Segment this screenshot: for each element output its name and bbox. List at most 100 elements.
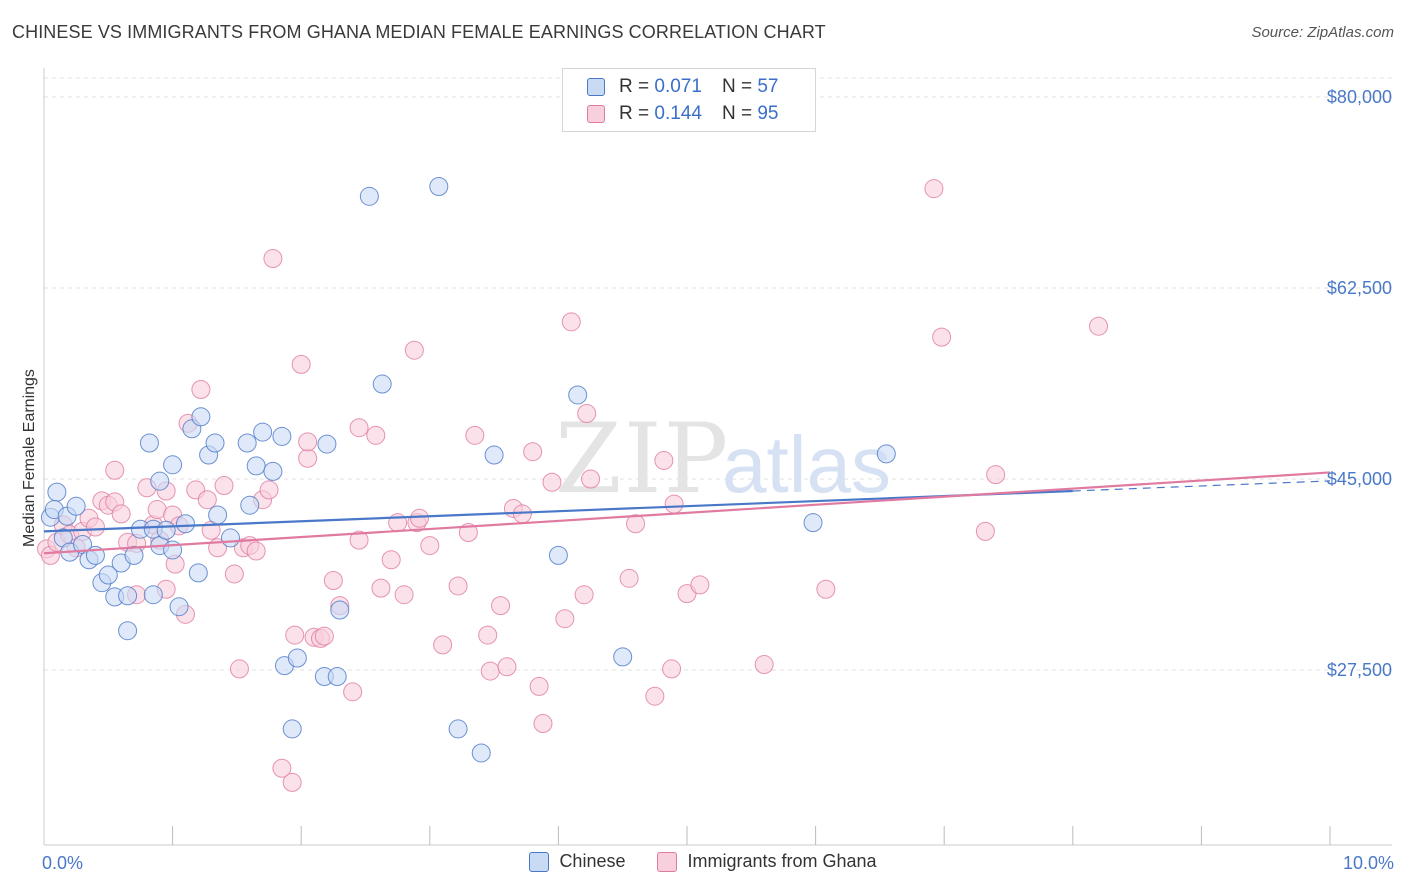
y-axis-label: Median Female Earnings [21, 369, 38, 547]
chinese-point [150, 471, 170, 491]
chinese-trend-extension [1072, 480, 1331, 492]
ghana-point [272, 758, 292, 778]
ghana-point [932, 327, 952, 347]
ghana-point [523, 442, 543, 462]
chinese-point [98, 565, 118, 585]
chinese-point [175, 514, 195, 534]
ghana-point [343, 682, 363, 702]
ghana-point [394, 585, 414, 605]
ghana-point [366, 425, 386, 445]
chinese-trend-line [43, 489, 1073, 533]
ghana-point [282, 772, 302, 792]
ghana-point [986, 465, 1006, 485]
ghana-point [975, 521, 995, 541]
trend-lines [43, 471, 1331, 555]
y-tick-label: $27,500 [1327, 660, 1392, 680]
ghana-point [263, 249, 283, 269]
legend-item-chinese: Chinese [529, 851, 625, 872]
ghana-point [420, 536, 440, 556]
chinese-point [237, 433, 257, 453]
ghana-point [662, 659, 682, 679]
chinese-swatch [587, 78, 605, 96]
chinese-point [613, 647, 633, 667]
ghana-point [349, 530, 369, 550]
chinese-point [191, 407, 211, 427]
chinese-point [205, 433, 225, 453]
x-tick-label: 0.0% [42, 853, 83, 873]
ghana-point [626, 514, 646, 534]
chinese-point [448, 719, 468, 739]
ghana-trend-line [43, 471, 1331, 555]
ghana-points [37, 179, 1109, 792]
ghana-point [381, 550, 401, 570]
ghana-point [577, 404, 597, 424]
chinese-point [327, 667, 347, 687]
ghana-point [105, 460, 125, 480]
ghana-point [654, 450, 674, 470]
chinese-point [124, 545, 144, 565]
ghana-point [410, 508, 430, 528]
ghana-point [224, 564, 244, 584]
ghana-point [690, 575, 710, 595]
legend-r-label: R = [619, 103, 650, 124]
legend-label-chinese: Chinese [559, 851, 626, 871]
legend-stats: R = 0.071 N = 57 R = 0.144 N = 95 [562, 68, 816, 132]
ghana-point [645, 686, 665, 706]
ghana-point [664, 494, 684, 514]
source-label: Source: ZipAtlas.com [1251, 24, 1394, 41]
ghana-point [285, 625, 305, 645]
chinese-point [272, 426, 292, 446]
chinese-point [263, 461, 283, 481]
legend-label-ghana: Immigrants from Ghana [687, 851, 877, 871]
ghana-point [229, 659, 249, 679]
chinese-point [246, 456, 266, 476]
axes [43, 68, 1392, 846]
ghana-point [85, 517, 105, 537]
chinese-point [118, 621, 138, 641]
x-tick-label: 10.0% [1343, 853, 1394, 873]
chinese-point [143, 585, 163, 605]
ghana-point [191, 380, 211, 400]
chinese-point [330, 600, 350, 620]
ghana-point [197, 490, 217, 510]
chinese-point [139, 433, 159, 453]
ghana-point [478, 625, 498, 645]
chinese-point [372, 374, 392, 394]
ghana-point [1089, 316, 1109, 336]
watermark-atlas: atlas [722, 420, 891, 509]
y-tick-label: $45,000 [1327, 469, 1392, 489]
ghana-point [529, 676, 549, 696]
legend-r-label: R = [619, 76, 650, 97]
tick-labels: $80,000 $62,500 $45,000 $27,500 0.0% 10.0% [42, 87, 1394, 873]
ghana-point [291, 354, 311, 374]
watermark: ZIP atlas [555, 403, 891, 515]
ghana-point [542, 472, 562, 492]
legend-n-label: N = [721, 103, 753, 124]
y-tick-label: $62,500 [1327, 278, 1392, 298]
chinese-point [253, 422, 273, 442]
ghana-point [433, 635, 453, 655]
chinese-point [317, 434, 337, 454]
chinese-point [548, 545, 568, 565]
ghana-swatch [587, 105, 605, 123]
chinese-point [169, 597, 189, 617]
ghana-point [619, 568, 639, 588]
chinese-point [471, 743, 491, 763]
ghana-point [259, 480, 279, 500]
chinese-point [240, 495, 260, 515]
y-tick-label: $80,000 [1327, 87, 1392, 107]
legend-n-value-ghana: 95 [757, 103, 779, 124]
chinese-point [188, 563, 208, 583]
chinese-point [568, 385, 588, 405]
legend-row-ghana: R = 0.144 N = 95 [587, 101, 778, 127]
chinese-point [163, 455, 183, 475]
ghana-point [754, 655, 774, 675]
legend-r-value-ghana: 0.144 [654, 103, 702, 124]
ghana-point [924, 179, 944, 199]
chart-title: CHINESE VS IMMIGRANTS FROM GHANA MEDIAN … [12, 22, 826, 42]
chinese-point [282, 719, 302, 739]
ghana-point [314, 626, 334, 646]
ghana-point [465, 425, 485, 445]
legend-n-value-chinese: 57 [757, 76, 779, 97]
